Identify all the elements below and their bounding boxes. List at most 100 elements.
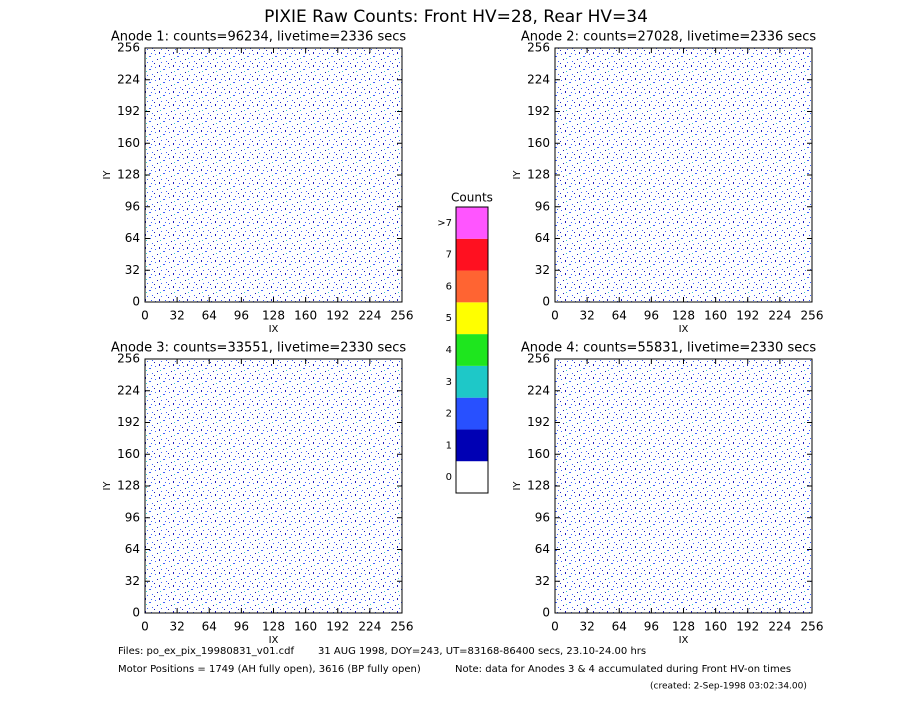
colorbar-swatch — [456, 365, 488, 398]
y-tick-label: 0 — [132, 606, 140, 620]
colorbar-frame — [455, 206, 489, 494]
y-axis-label: IY — [512, 481, 523, 491]
footer-created: (created: 2-Sep-1998 03:02:34.00) — [650, 682, 807, 692]
y-tick-label: 192 — [527, 104, 550, 118]
y-axis-label: IY — [102, 170, 113, 180]
y-tick-label: 128 — [527, 479, 550, 493]
x-tick-label: 256 — [801, 620, 824, 634]
colorbar-swatch — [456, 302, 488, 335]
y-tick-label: 192 — [527, 415, 550, 429]
x-tick-label: 32 — [169, 309, 184, 323]
figure-title: PIXIE Raw Counts: Front HV=28, Rear HV=3… — [264, 7, 648, 27]
x-tick-label: 192 — [326, 309, 349, 323]
colorbar-label: 6 — [446, 281, 452, 292]
y-tick-label: 224 — [117, 72, 140, 86]
panel-title: Anode 2: counts=27028, livetime=2336 sec… — [521, 30, 817, 45]
x-axis-label: IX — [679, 635, 689, 646]
x-tick-label: 224 — [358, 309, 381, 323]
x-tick-label: 192 — [736, 309, 759, 323]
y-tick-label: 32 — [125, 574, 140, 588]
x-tick-label: 32 — [579, 309, 594, 323]
colorbar-swatch — [456, 238, 488, 271]
y-tick-label: 224 — [117, 383, 140, 397]
x-tick-label: 160 — [704, 309, 727, 323]
y-tick-label: 0 — [542, 295, 550, 309]
x-tick-label: 160 — [294, 620, 317, 634]
y-tick-label: 32 — [535, 574, 550, 588]
colorbar-swatch — [456, 334, 488, 366]
x-tick-label: 224 — [358, 620, 381, 634]
x-tick-label: 192 — [326, 620, 349, 634]
y-tick-label: 192 — [117, 415, 140, 429]
y-tick-label: 0 — [542, 606, 550, 620]
colorbar-swatch — [456, 461, 488, 493]
y-tick-label: 224 — [527, 72, 550, 86]
x-tick-label: 96 — [644, 309, 659, 323]
x-tick-label: 64 — [612, 309, 627, 323]
x-tick-label: 128 — [262, 620, 285, 634]
y-tick-label: 64 — [535, 231, 550, 245]
y-tick-label: 128 — [527, 168, 550, 182]
y-tick-label: 32 — [125, 263, 140, 277]
x-tick-label: 0 — [551, 309, 559, 323]
colorbar-swatch — [456, 270, 488, 303]
colorbar-label: 5 — [446, 313, 452, 324]
y-tick-label: 0 — [132, 295, 140, 309]
y-tick-label: 160 — [117, 447, 140, 461]
y-tick-label: 160 — [117, 136, 140, 150]
footer-date: 31 AUG 1998, DOY=243, UT=83168-86400 sec… — [318, 646, 646, 657]
x-axis-label: IX — [269, 635, 279, 646]
colorbar-swatch — [456, 207, 488, 239]
y-tick-label: 160 — [527, 136, 550, 150]
panel-title: Anode 4: counts=55831, livetime=2330 sec… — [521, 341, 817, 356]
x-tick-label: 96 — [234, 620, 249, 634]
x-tick-label: 64 — [202, 309, 217, 323]
colorbar-label: 4 — [446, 345, 452, 356]
y-tick-label: 256 — [527, 352, 550, 366]
colorbar-swatch — [456, 397, 488, 430]
x-tick-label: 32 — [169, 620, 184, 634]
x-tick-label: 64 — [612, 620, 627, 634]
colorbar-label: 2 — [446, 409, 452, 420]
x-tick-label: 64 — [202, 620, 217, 634]
colorbar-label: 1 — [446, 440, 452, 451]
x-tick-label: 128 — [262, 309, 285, 323]
heatmap — [145, 359, 402, 613]
y-tick-label: 96 — [125, 199, 140, 213]
y-tick-label: 32 — [535, 263, 550, 277]
y-tick-label: 224 — [527, 383, 550, 397]
y-tick-label: 256 — [527, 41, 550, 55]
colorbar-label: 7 — [446, 250, 452, 261]
heatmap — [555, 359, 812, 613]
x-tick-label: 96 — [644, 620, 659, 634]
x-tick-label: 32 — [579, 620, 594, 634]
y-tick-label: 96 — [125, 510, 140, 524]
x-tick-label: 192 — [736, 620, 759, 634]
x-tick-label: 160 — [294, 309, 317, 323]
x-axis-label: IX — [269, 324, 279, 335]
colorbar-label: >7 — [437, 218, 452, 229]
x-tick-label: 0 — [141, 309, 149, 323]
y-tick-label: 256 — [117, 352, 140, 366]
x-tick-label: 160 — [704, 620, 727, 634]
colorbar-title: Counts — [451, 191, 493, 205]
x-tick-label: 0 — [141, 620, 149, 634]
colorbar-swatch — [456, 429, 488, 462]
y-tick-label: 128 — [117, 479, 140, 493]
footer-motor: Motor Positions = 1749 (AH fully open), … — [118, 664, 421, 675]
heatmap — [555, 48, 812, 302]
x-tick-label: 128 — [672, 309, 695, 323]
x-tick-label: 0 — [551, 620, 559, 634]
y-tick-label: 96 — [535, 510, 550, 524]
x-tick-label: 256 — [391, 309, 414, 323]
x-tick-label: 224 — [768, 620, 791, 634]
heatmap — [145, 48, 402, 302]
y-tick-label: 160 — [527, 447, 550, 461]
x-axis-label: IX — [679, 324, 689, 335]
x-tick-label: 96 — [234, 309, 249, 323]
y-axis-label: IY — [102, 481, 113, 491]
x-tick-label: 128 — [672, 620, 695, 634]
y-tick-label: 64 — [125, 231, 140, 245]
y-tick-label: 192 — [117, 104, 140, 118]
